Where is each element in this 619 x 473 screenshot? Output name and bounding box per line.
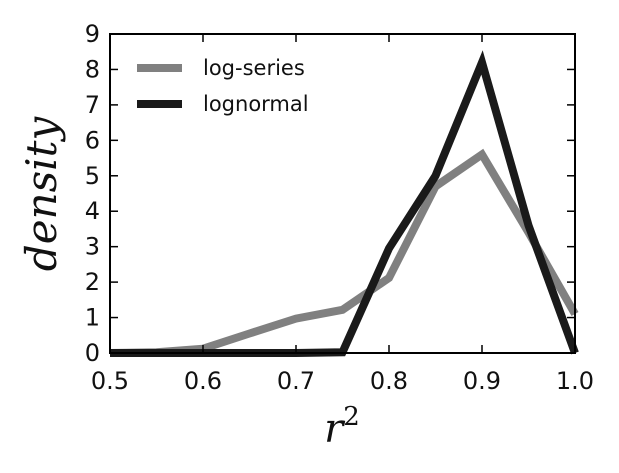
x-tick-label: 0.9: [463, 367, 501, 395]
x-axis: 0.5 0.6 0.7 0.8 0.9 1.0: [91, 34, 594, 395]
y-axis-label: density: [17, 116, 66, 272]
legend-label-log-series: log-series: [203, 56, 305, 80]
y-tick-label: 7: [85, 91, 100, 119]
y-tick-label: 3: [85, 233, 100, 261]
x-tick-label: 0.6: [184, 367, 222, 395]
y-tick-label: 8: [85, 55, 100, 83]
x-tick-label: 1.0: [556, 367, 594, 395]
y-axis: 0 1 2 3 4 5 6 7 8 9: [85, 20, 575, 367]
legend-label-lognormal: lognormal: [203, 92, 309, 116]
y-tick-label: 5: [85, 162, 100, 190]
x-tick-label: 0.5: [91, 367, 129, 395]
x-tick-label: 0.8: [370, 367, 408, 395]
x-axis-label: r2: [324, 402, 360, 452]
y-tick-label: 1: [85, 304, 100, 332]
series-line-log-series: [109, 148, 579, 357]
y-tick-label: 6: [85, 126, 100, 154]
plot-frame: [109, 33, 576, 354]
y-tick-label: 9: [85, 20, 100, 48]
y-tick-label: 2: [85, 268, 100, 296]
y-tick-label: 4: [85, 197, 100, 225]
legend: log-series lognormal: [137, 56, 309, 116]
x-tick-label: 0.7: [277, 367, 315, 395]
y-tick-label: 0: [85, 339, 100, 367]
